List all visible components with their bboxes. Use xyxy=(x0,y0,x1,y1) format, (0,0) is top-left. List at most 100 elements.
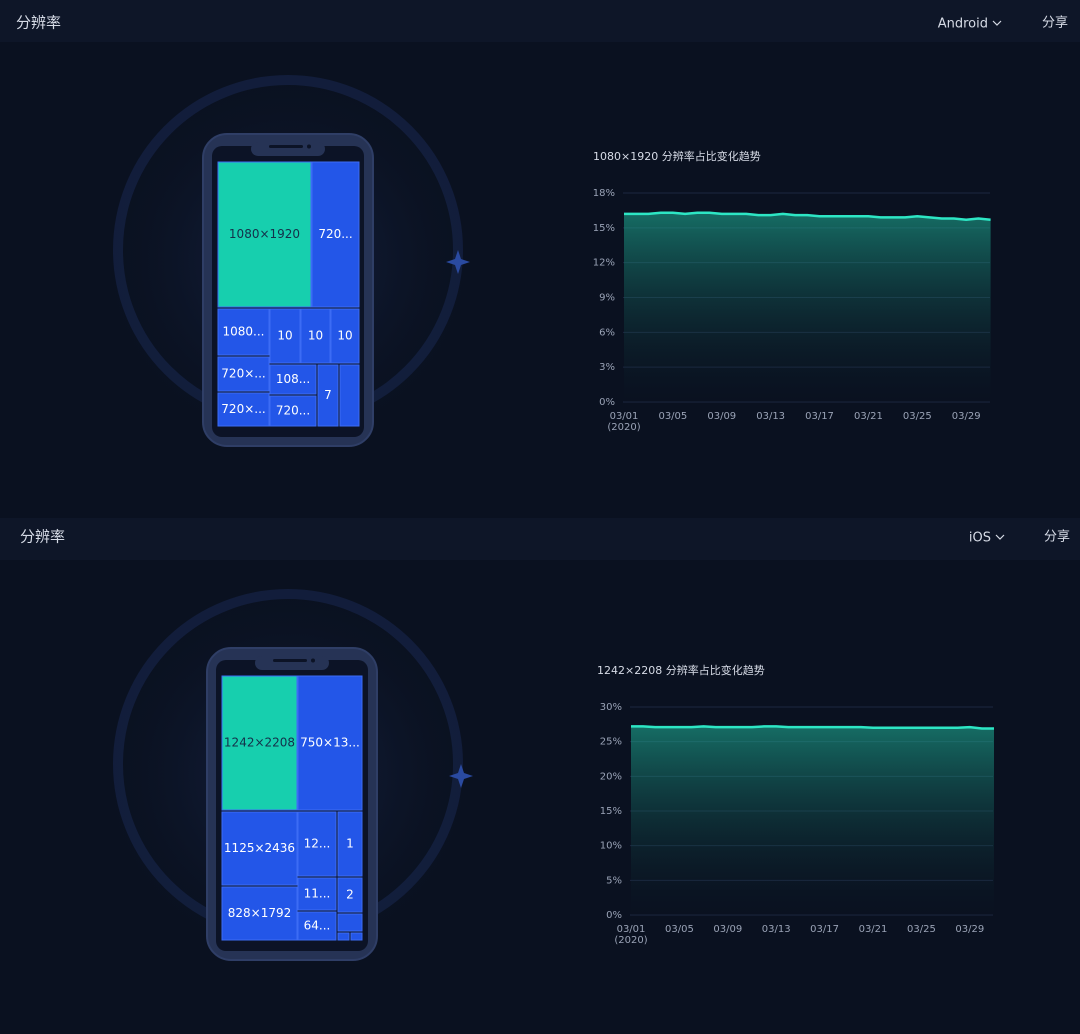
treemap-cell xyxy=(269,364,317,395)
sparkle xyxy=(446,250,470,274)
panel-title: 分辨率 xyxy=(16,14,61,32)
x-tick-label: 03/17 xyxy=(805,411,834,422)
treemap-cell xyxy=(217,161,312,308)
treemap-label: 11... xyxy=(304,887,331,901)
treemap-cell xyxy=(337,932,350,941)
y-tick-label: 0% xyxy=(599,397,615,408)
chart-title: 1242×2208 分辨率占比变化趋势 xyxy=(597,663,765,677)
x-tick-label: 03/01 xyxy=(617,924,646,935)
y-tick-label: 5% xyxy=(606,875,622,886)
share-button[interactable]: 分享 xyxy=(1044,529,1070,545)
treemap-label: 750×13... xyxy=(300,736,360,750)
treemap-cell xyxy=(221,675,298,811)
treemap-cell xyxy=(269,395,317,427)
header-bar xyxy=(0,0,1080,42)
phone-notch xyxy=(251,142,325,156)
phone-notch xyxy=(255,656,329,670)
area-fill xyxy=(631,726,994,915)
treemap-cell xyxy=(300,308,331,364)
x-year-label: (2020) xyxy=(614,935,647,946)
x-tick-label: 03/29 xyxy=(952,411,981,422)
speaker xyxy=(269,145,303,148)
x-tick-label: 03/05 xyxy=(665,924,694,935)
x-tick-label: 03/25 xyxy=(903,411,932,422)
treemap-label: 720... xyxy=(318,227,352,241)
treemap-label: 1080... xyxy=(223,325,265,339)
treemap-cell xyxy=(297,877,337,911)
treemap-label: 1125×2436 xyxy=(224,841,295,855)
treemap-cell xyxy=(217,308,270,356)
x-tick-label: 03/21 xyxy=(859,924,888,935)
area-line xyxy=(631,725,994,730)
camera xyxy=(307,144,311,149)
platform-select[interactable]: Android xyxy=(938,17,988,32)
treemap-label: 720... xyxy=(276,404,310,418)
treemap-cell xyxy=(317,364,339,427)
treemap-label: 828×1792 xyxy=(228,906,292,920)
treemap-cell xyxy=(337,913,363,932)
x-tick-label: 03/25 xyxy=(907,924,936,935)
treemap-cell xyxy=(221,886,298,941)
area-fill xyxy=(624,212,991,402)
x-tick-label: 03/21 xyxy=(854,411,883,422)
y-tick-label: 25% xyxy=(600,737,622,748)
treemap-cell xyxy=(350,932,363,941)
treemap-label: 10 xyxy=(277,329,292,343)
area-line xyxy=(624,211,991,221)
x-year-label: (2020) xyxy=(607,422,640,433)
treemap-label: 10 xyxy=(308,329,323,343)
chart-title: 1080×1920 分辨率占比变化趋势 xyxy=(593,149,761,163)
speaker xyxy=(273,659,307,662)
treemap-cell xyxy=(337,877,363,913)
x-tick-label: 03/05 xyxy=(658,411,687,422)
treemap-cell xyxy=(330,308,360,364)
y-tick-label: 9% xyxy=(599,293,615,304)
treemap-label: 7 xyxy=(324,388,332,402)
treemap-cell xyxy=(297,911,337,941)
platform-select[interactable]: iOS xyxy=(969,531,991,546)
y-tick-label: 15% xyxy=(593,223,615,234)
treemap-cell xyxy=(297,811,337,877)
y-tick-label: 15% xyxy=(600,806,622,817)
panel-title: 分辨率 xyxy=(20,528,65,546)
treemap-label: 12... xyxy=(304,837,331,851)
x-tick-label: 03/13 xyxy=(756,411,785,422)
header-bar xyxy=(0,518,1080,560)
x-tick-label: 03/17 xyxy=(810,924,839,935)
y-tick-label: 0% xyxy=(606,910,622,921)
treemap-label: 64... xyxy=(304,919,331,933)
treemap-label: 1080×1920 xyxy=(229,227,300,241)
x-tick-label: 03/13 xyxy=(762,924,791,935)
treemap-label: 1 xyxy=(346,837,354,851)
y-tick-label: 18% xyxy=(593,188,615,199)
treemap-cell xyxy=(217,392,270,427)
y-tick-label: 3% xyxy=(599,362,615,373)
treemap-cell xyxy=(337,811,363,877)
y-tick-label: 10% xyxy=(600,841,622,852)
sparkle xyxy=(449,764,473,788)
treemap-label: 720×... xyxy=(221,367,265,381)
x-tick-label: 03/01 xyxy=(610,411,639,422)
treemap-cell xyxy=(217,356,270,392)
x-tick-label: 03/09 xyxy=(713,924,742,935)
y-tick-label: 6% xyxy=(599,327,615,338)
y-tick-label: 30% xyxy=(600,702,622,713)
treemap-cell xyxy=(339,364,360,427)
chevron xyxy=(995,534,1005,540)
treemap-label: 720×... xyxy=(221,402,265,416)
x-tick-label: 03/29 xyxy=(955,924,984,935)
y-tick-label: 20% xyxy=(600,771,622,782)
share-button[interactable]: 分享 xyxy=(1042,15,1068,31)
camera xyxy=(311,658,315,663)
treemap-label: 1242×2208 xyxy=(224,736,295,750)
treemap-cell xyxy=(297,675,363,811)
chevron xyxy=(992,20,1002,26)
treemap-label: 2 xyxy=(346,888,354,902)
x-tick-label: 03/09 xyxy=(707,411,736,422)
y-tick-label: 12% xyxy=(593,258,615,269)
treemap-label: 108... xyxy=(276,372,310,386)
treemap-cell xyxy=(269,308,301,364)
treemap-cell xyxy=(221,811,298,886)
treemap-label: 10 xyxy=(337,329,352,343)
